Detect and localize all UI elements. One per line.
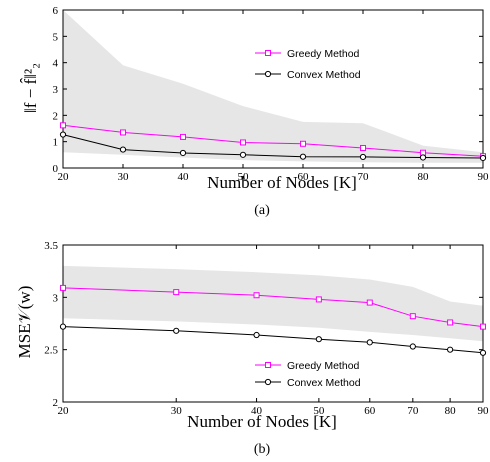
chart-a-series-convex-method-point <box>419 154 427 161</box>
chart-a-series-layer <box>59 122 487 162</box>
legend-marker-greedy-method <box>265 362 271 368</box>
chart-a-x-tick-label: 30 <box>118 171 130 183</box>
chart-b-series-layer <box>59 284 487 356</box>
chart-b-series-convex-method-point <box>315 336 322 343</box>
chart-a-y-tick-label: 5 <box>53 31 59 43</box>
chart-b-x-tick-label: 50 <box>313 405 325 417</box>
chart-a-x-tick-label: 60 <box>298 171 310 183</box>
chart-b-series-greedy-method-point <box>480 323 486 330</box>
legend-label-convex-method: Convex Method <box>287 377 361 389</box>
chart-a-x-tick-label: 80 <box>418 171 430 183</box>
chart-b-x-tick-label: 20 <box>58 405 70 417</box>
chart-a-series-convex-method-point <box>299 153 307 160</box>
chart-b-series-convex-method-point <box>253 331 260 339</box>
chart-a-band-layer <box>63 10 483 163</box>
chart-b-x-axis-label: Number of Nodes [K] <box>187 412 337 431</box>
chart-a-x-tick-label: 20 <box>58 171 70 183</box>
chart-a-series-greedy-method-point <box>300 140 306 147</box>
chart-a-legend: Greedy Method Convex Method <box>255 48 361 81</box>
chart-b-series-greedy-method-point <box>315 296 322 303</box>
chart-b-series-greedy-method-point <box>366 299 373 306</box>
chart-b-legend: Greedy Method Convex Method <box>255 360 361 389</box>
legend-marker-greedy-method <box>265 50 271 56</box>
legend-marker-convex-method <box>264 378 272 386</box>
legend-marker-convex-method <box>264 70 272 78</box>
chart-b: 20 30 40 50 60 70 80 90 2 2.5 3 3.5 Greedy Method Co… <box>15 240 489 457</box>
chart-a-y-tick-label: 2 <box>53 110 59 122</box>
legend-label-greedy-method: Greedy Method <box>287 48 360 60</box>
chart-a-series-greedy-method-point <box>240 139 246 146</box>
legend-label-convex-method: Convex Method <box>287 69 361 81</box>
chart-b-series-greedy-method-point <box>173 289 180 296</box>
chart-b-series-greedy-method-point <box>253 292 260 299</box>
chart-a-y-axis-label: ‖f − f̂‖²₂ <box>20 63 40 113</box>
chart-a-x-tick-label: 50 <box>238 171 250 183</box>
chart-a: 20 30 40 50 60 70 80 90 0 1 2 3 4 5 6 Greedy Method Con… <box>20 5 489 218</box>
chart-b-series-convex-method-point <box>366 339 373 346</box>
chart-b-x-tick-label: 70 <box>407 405 419 417</box>
chart-a-y-tick-label: 3 <box>53 84 59 96</box>
chart-b-x-tick-label: 90 <box>478 405 490 417</box>
chart-b-x-tick-label: 40 <box>251 405 263 417</box>
chart-b-series-convex-method-point <box>447 346 454 353</box>
chart-a-series-greedy-method-line <box>62 124 484 157</box>
chart-a-x-tick-label: 90 <box>478 171 490 183</box>
chart-b-band-layer <box>63 265 483 342</box>
chart-a-x-tick-label: 40 <box>178 171 190 183</box>
legend-label-greedy-method: Greedy Method <box>287 360 360 372</box>
chart-b-y-tick-label: 3 <box>53 292 59 304</box>
chart-a-y-tick-label: 4 <box>53 58 59 70</box>
chart-a-y-tick-label: 6 <box>53 5 59 17</box>
chart-a-caption: (a) <box>254 203 270 218</box>
chart-b-series-greedy-method-point <box>447 319 454 326</box>
chart-a-series-greedy-method-point <box>360 144 366 151</box>
chart-a-series-convex-method-point <box>59 131 67 138</box>
chart-a-y-tick-label: 1 <box>53 137 59 149</box>
chart-a-ticks: 20 30 40 50 60 70 80 90 0 1 2 3 4 5 6 <box>53 5 490 183</box>
chart-b-caption: (b) <box>254 442 271 457</box>
chart-b-series-convex-method-point <box>59 323 67 330</box>
chart-a-series-convex-method-point <box>479 154 487 162</box>
chart-a-series-convex-method-point <box>239 151 247 158</box>
chart-b-plot-frame <box>62 244 484 403</box>
chart-a-series-greedy-method-point <box>60 122 66 129</box>
chart-a-confidence-band <box>63 10 483 163</box>
chart-b-x-tick-label: 30 <box>171 405 183 417</box>
chart-b-series-convex-method-point <box>409 343 416 350</box>
chart-b-y-tick-label: 3.5 <box>44 240 58 252</box>
chart-a-series-convex-method-point <box>119 146 127 153</box>
chart-b-y-tick-label: 2 <box>53 397 59 409</box>
chart-b-y-axis-label: MSE𝒱(w) <box>15 286 34 359</box>
chart-b-y-tick-label: 2.5 <box>44 345 58 357</box>
chart-a-x-axis-label: Number of Nodes [K] <box>207 173 357 192</box>
chart-b-x-tick-label: 60 <box>364 405 376 417</box>
chart-a-series-convex-method-point <box>359 153 367 161</box>
chart-a-y-tick-label: 0 <box>53 163 59 175</box>
chart-b-series-convex-method-point <box>173 327 180 334</box>
chart-b-series-convex-method-line <box>62 326 484 354</box>
chart-b-series-convex-method-point <box>479 349 487 356</box>
chart-a-series-convex-method-line <box>62 134 484 159</box>
chart-b-series-greedy-method-point <box>60 284 66 291</box>
chart-b-x-tick-label: 80 <box>445 405 457 417</box>
chart-a-x-tick-label: 70 <box>358 171 370 183</box>
chart-b-ticks: 20 30 40 50 60 70 80 90 2 2.5 3 3.5 <box>44 240 489 417</box>
chart-b-confidence-band <box>63 265 483 342</box>
chart-a-series-greedy-method-point <box>180 133 186 140</box>
chart-a-series-convex-method-point <box>179 149 187 157</box>
chart-a-series-greedy-method-point <box>120 129 126 136</box>
chart-b-series-greedy-method-point <box>409 313 416 320</box>
chart-b-series-greedy-method-line <box>62 287 484 328</box>
